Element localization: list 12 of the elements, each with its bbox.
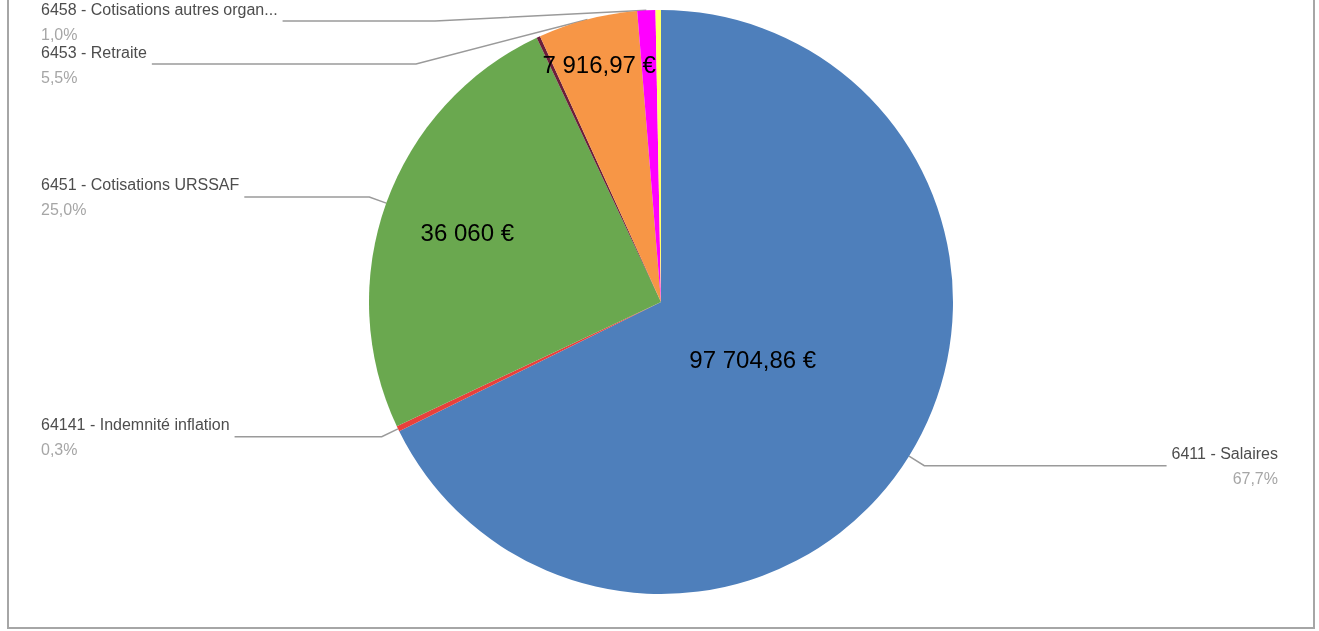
data-label: 0,3% [41, 441, 78, 459]
slice-label: 6458 - Cotisations autres organ... [41, 0, 278, 18]
slice-label: 6411 - Salaires [1171, 445, 1278, 463]
slice-label: 6453 - Retraite [41, 43, 147, 61]
slice-label: 64141 - Indemnité inflation [41, 416, 230, 434]
data-label: 25,0% [41, 201, 87, 219]
text: 36 060 € [420, 218, 515, 246]
text: 97 704,86 € [689, 345, 817, 373]
slice-label: 6451 - Cotisations URSSAF [41, 176, 240, 194]
data-label: 1,0% [41, 25, 78, 43]
data-label: 5,5% [41, 68, 78, 86]
data-label: 67,7% [1232, 470, 1278, 488]
